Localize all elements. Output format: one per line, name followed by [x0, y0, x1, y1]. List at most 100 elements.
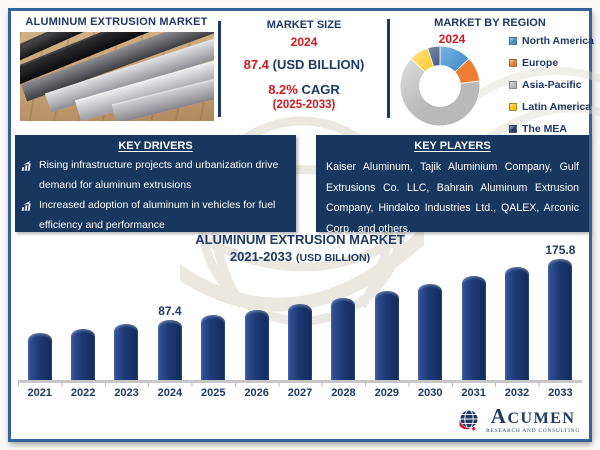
key-drivers-panel: KEY DRIVERS Rising infrastructure projec… — [15, 135, 296, 232]
bar-column — [278, 288, 321, 380]
year-label: 2026 — [244, 387, 269, 399]
legend-color-swatch — [509, 103, 517, 111]
legend-label: The MEA — [522, 123, 567, 135]
bar — [288, 303, 313, 380]
year-label: 2023 — [114, 387, 139, 399]
year-label: 2032 — [504, 387, 530, 399]
market-size-unit: (USD BILLION) — [272, 57, 365, 72]
legend-label: North America — [522, 35, 594, 47]
driver-text: Rising infrastructure projects and urban… — [39, 159, 279, 192]
legend-item: Asia-Pacific — [509, 79, 594, 91]
bar — [331, 297, 356, 380]
bar — [71, 328, 96, 380]
growth-chart-icon — [21, 199, 33, 235]
bar-chart: 87.4 175.8 — [18, 241, 582, 380]
market-size-panel: MARKET SIZE 2024 87.4 (USD BILLION) 8.2%… — [221, 17, 387, 111]
vertical-divider — [218, 21, 221, 117]
legend-item: North America — [509, 35, 594, 47]
aluminum-extrusion-photo — [19, 32, 214, 121]
bar — [418, 283, 443, 380]
chart-title: ALUMINUM EXTRUSION MARKET — [195, 232, 405, 247]
year-label: 2027 — [287, 387, 313, 399]
key-players-text: Kaiser Aluminum, Tajik Aluminium Company… — [326, 161, 579, 235]
legend-item: The MEA — [509, 123, 594, 135]
legend-color-swatch — [509, 81, 517, 89]
year-label: 2024 — [157, 387, 183, 399]
x-axis — [18, 380, 582, 386]
cagr-value: 8.2% — [268, 82, 298, 97]
bar — [244, 309, 269, 380]
vertical-divider — [387, 19, 390, 118]
legend-label: Europe — [522, 57, 559, 69]
year-label: 2021 — [27, 387, 52, 399]
market-size-number: 87.4 — [243, 57, 269, 72]
market-size-value: 87.4 (USD BILLION) — [221, 57, 387, 72]
bar-column — [495, 251, 538, 380]
legend-label: Latin America — [522, 101, 592, 113]
bar — [157, 319, 182, 380]
bar — [548, 259, 573, 380]
region-title: MARKET BY REGION — [434, 17, 546, 29]
cagr-line: 8.2% CAGR — [221, 82, 387, 97]
market-by-region-panel: MARKET BY REGION 2024 North America Europ… — [391, 17, 594, 135]
bar-column: 175.8 — [539, 243, 582, 380]
bar — [461, 275, 486, 380]
bar — [27, 332, 52, 380]
bar — [201, 314, 226, 380]
driver-item: Rising infrastructure projects and urban… — [21, 155, 290, 195]
x-axis-labels: 2021 2022 2023 2024 2025 2026 2027 2028 2029 2030… — [18, 387, 582, 399]
region-legend: North America Europe Asia-Pacific Latin Ame… — [509, 35, 594, 135]
year-label: 2025 — [201, 387, 226, 399]
key-drivers-title: KEY DRIVERS — [118, 140, 193, 152]
bar-value-label: 87.4 — [158, 303, 182, 318]
logo-tagline: RESEARCH AND CONSULTING — [486, 428, 580, 434]
key-drivers-list: Rising infrastructure projects and urban… — [21, 155, 290, 236]
logo-name: ACUMEN — [490, 404, 576, 428]
bar-column — [322, 282, 365, 380]
legend-color-swatch — [509, 59, 517, 67]
legend-color-swatch — [509, 125, 517, 133]
page-title: ALUMINUM EXTRUSION MARKET — [25, 16, 208, 28]
region-donut-chart — [399, 45, 481, 127]
market-size-title: MARKET SIZE — [266, 19, 342, 31]
bar — [114, 324, 139, 380]
photo-panel: ALUMINUM EXTRUSION MARKET — [16, 14, 217, 121]
key-players-title: KEY PLAYERS — [414, 140, 491, 152]
year-label: 2022 — [70, 387, 96, 399]
bar-column — [365, 275, 408, 380]
bar-column — [18, 317, 61, 380]
year-label: 2031 — [461, 387, 486, 399]
infographic-frame: ALUMINUM EXTRUSION MARKET MARKET SIZE 20… — [8, 8, 600, 442]
chart-subtitle-years: 2021-2033 — [229, 249, 293, 264]
legend-item: Latin America — [509, 101, 594, 113]
region-year: 2024 — [438, 32, 466, 46]
year-label: 2030 — [417, 387, 443, 399]
globe-icon — [459, 409, 479, 431]
logo-text: ACUMEN RESEARCH AND CONSULTING — [486, 406, 580, 434]
key-players-panel: KEY PLAYERS Kaiser Aluminum, Tajik Alumi… — [316, 135, 589, 235]
legend-item: Europe — [509, 57, 594, 69]
bar-column — [61, 313, 104, 380]
market-size-year: 2024 — [290, 35, 318, 49]
year-label: 2029 — [374, 387, 400, 399]
year-label: 2033 — [548, 387, 573, 399]
bar-column — [235, 294, 278, 380]
chart-subtitle: 2021-2033 (USD BILLION) — [11, 249, 589, 264]
bar-column — [192, 299, 235, 380]
bar-value-label: 175.8 — [545, 243, 576, 257]
bar — [504, 267, 529, 380]
growth-chart-icon — [21, 159, 33, 195]
driver-text: Increased adoption of aluminum in vehicl… — [39, 199, 276, 232]
driver-item: Increased adoption of aluminum in vehicl… — [21, 195, 290, 235]
acumen-logo: ACUMEN RESEARCH AND CONSULTING — [456, 406, 580, 434]
bar-column: 87.4 — [148, 304, 191, 380]
bar-column — [409, 268, 452, 380]
legend-label: Asia-Pacific — [522, 79, 582, 91]
cagr-label: CAGR — [301, 82, 340, 97]
chart-subtitle-unit: (USD BILLION) — [296, 252, 371, 264]
bar-column — [452, 260, 495, 380]
bar-column — [105, 308, 148, 380]
bar — [374, 290, 399, 380]
legend-color-swatch — [509, 37, 517, 45]
cagr-period: (2025-2033) — [272, 99, 336, 111]
